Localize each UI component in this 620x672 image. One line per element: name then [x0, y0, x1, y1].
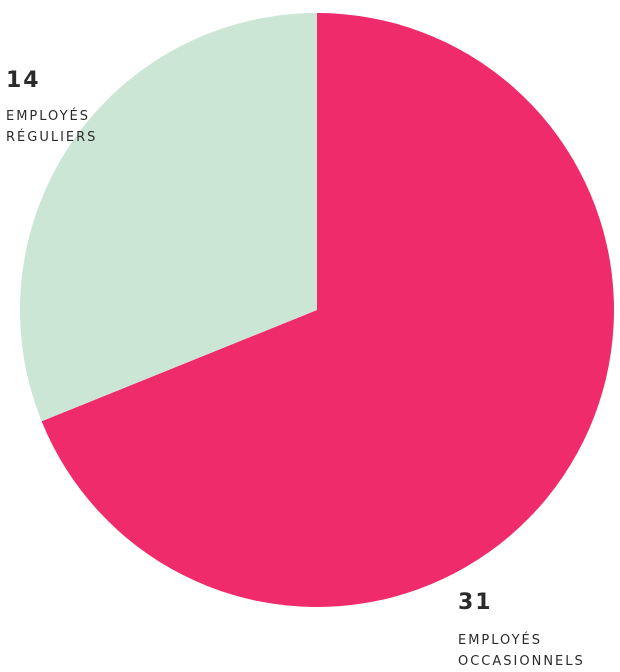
slice-caption-regular-line2: RÉGULIERS	[6, 130, 98, 145]
slice-caption-occasional-line1: EMPLOYÉS	[458, 633, 542, 648]
slice-value-regular: 14	[6, 68, 41, 93]
slice-label-regular: 14 EMPLOYÉS RÉGULIERS	[6, 68, 97, 148]
pie-slice-occasional	[41, 13, 615, 607]
slice-caption-occasional-line2: OCCASIONNELS	[458, 654, 585, 669]
slice-value-occasional: 31	[458, 590, 493, 615]
slice-caption-regular-line1: EMPLOYÉS	[6, 109, 90, 124]
slice-label-occasional: 31 EMPLOYÉS OCCASIONNELS	[458, 590, 585, 672]
pie-slice-regular	[20, 13, 318, 422]
